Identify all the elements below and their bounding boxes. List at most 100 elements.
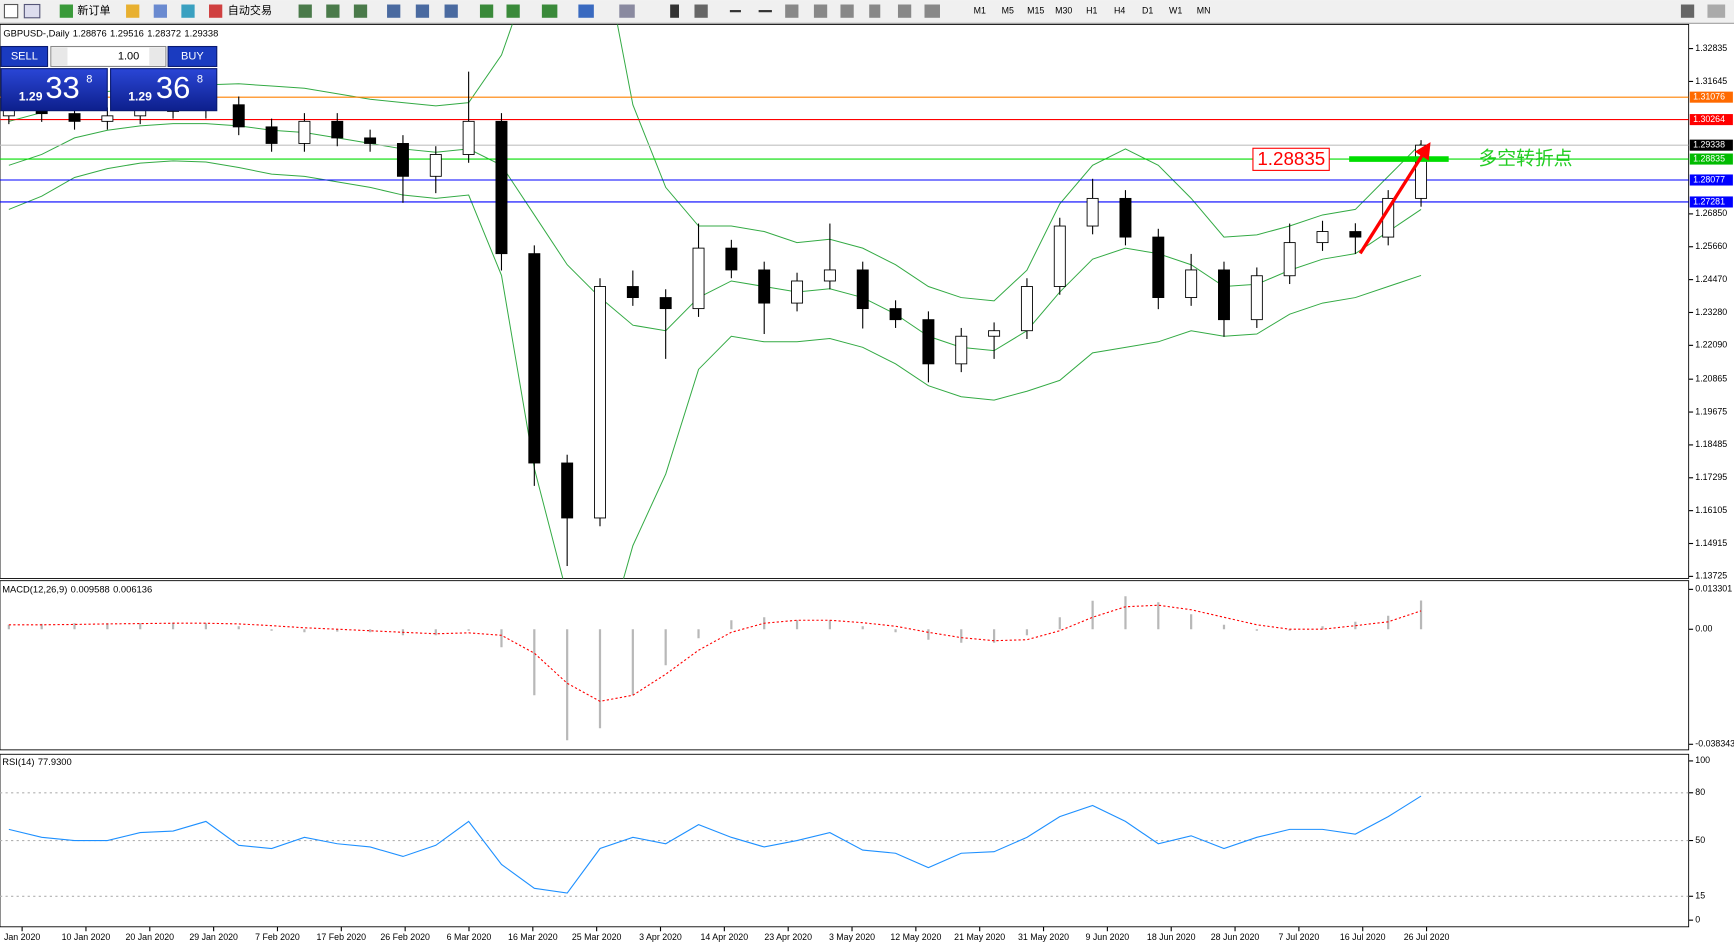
candle-body bbox=[561, 462, 574, 519]
timeframe-button[interactable]: MN bbox=[1197, 5, 1211, 15]
toolbar-button[interactable]: 自动交易 bbox=[228, 3, 272, 17]
y-tick-label: 1.32835 bbox=[1695, 43, 1727, 53]
price-level-label: 1.29338 bbox=[1693, 139, 1725, 149]
candle-body bbox=[396, 143, 409, 177]
level-box-label: 1.28835 bbox=[1257, 148, 1325, 169]
price-level-tag bbox=[1689, 153, 1733, 165]
timeframe-button[interactable]: H4 bbox=[1114, 5, 1125, 15]
sell-sup: 8 bbox=[86, 74, 92, 86]
open: 1.28876 bbox=[73, 28, 107, 39]
axes: 1.32835 1.31645 1.26850 1.25660 1.24470 1.232… bbox=[4, 43, 1734, 942]
lot-value[interactable]: 1.00 bbox=[118, 50, 140, 62]
candle-body bbox=[856, 269, 869, 310]
candle-body bbox=[298, 120, 311, 144]
price-level-tag bbox=[1689, 196, 1733, 208]
candle-body bbox=[232, 104, 245, 128]
candle-body bbox=[594, 286, 606, 519]
toolbar-icons bbox=[3, 3, 1726, 19]
candle-body bbox=[495, 120, 508, 255]
timeframe-button[interactable]: W1 bbox=[1169, 5, 1182, 15]
candle-body bbox=[1086, 197, 1099, 227]
timeframe-button[interactable]: D1 bbox=[1142, 5, 1153, 15]
x-tick-label: 7 Jul 2020 bbox=[1279, 932, 1320, 942]
macd-header: MACD(12,26,9) 0.009588 0.006136 bbox=[2, 584, 152, 595]
low: 1.28372 bbox=[147, 28, 181, 39]
buy-label[interactable]: BUY bbox=[181, 50, 204, 62]
price-level-label: 1.28835 bbox=[1693, 153, 1725, 163]
y-tick-label: 1.20865 bbox=[1695, 374, 1727, 384]
timeframe-button[interactable]: M30 bbox=[1055, 5, 1072, 15]
candle-body bbox=[68, 113, 81, 122]
y-tick-label: 80 bbox=[1695, 787, 1705, 797]
candle-body bbox=[1349, 231, 1362, 238]
signal-line bbox=[8, 604, 1422, 702]
rsi-plot bbox=[0, 792, 1689, 897]
main-header: GBPUSD-,Daily 1.28876 1.29516 1.28372 1.2933… bbox=[3, 28, 218, 39]
x-tick-label: 3 May 2020 bbox=[829, 932, 875, 942]
candle-body bbox=[265, 126, 278, 144]
candle-body bbox=[1283, 242, 1296, 277]
sell-big: 33 bbox=[45, 70, 79, 105]
x-tick-label: 16 Jul 2020 bbox=[1340, 932, 1386, 942]
y-tick-label: 1.17295 bbox=[1695, 472, 1727, 482]
timeframe-button[interactable]: M15 bbox=[1027, 5, 1044, 15]
candle-body bbox=[462, 120, 475, 155]
y-tick-label: 1.18485 bbox=[1695, 439, 1727, 449]
sell-button[interactable] bbox=[0, 45, 49, 67]
level-box bbox=[1252, 147, 1330, 171]
trend-arrow bbox=[1358, 142, 1431, 255]
rsi-line bbox=[8, 795, 1422, 894]
x-tick-label: 20 Jan 2020 bbox=[125, 932, 174, 942]
timeframe-button[interactable]: M5 bbox=[1002, 5, 1014, 15]
candle-body bbox=[101, 115, 114, 122]
macd-plot bbox=[7, 596, 1423, 741]
x-tick-label: 25 Mar 2020 bbox=[572, 932, 622, 942]
candle-body bbox=[791, 280, 804, 304]
buy-button[interactable] bbox=[167, 45, 218, 67]
rsi-header: RSI(14) 77.9300 bbox=[2, 757, 72, 768]
candle-body bbox=[1053, 225, 1066, 287]
candle-body bbox=[823, 269, 836, 282]
y-tick-label: -0.038343 bbox=[1695, 739, 1734, 749]
timeframe-button[interactable]: M1 bbox=[974, 5, 986, 15]
y-tick-label: 1.31645 bbox=[1695, 76, 1727, 86]
buy-sup: 8 bbox=[197, 74, 203, 86]
candle-body bbox=[692, 247, 705, 310]
candle-body bbox=[758, 269, 771, 304]
timeframe-button[interactable]: H1 bbox=[1086, 5, 1097, 15]
main-panel bbox=[0, 23, 1690, 579]
y-tick-label: 1.22090 bbox=[1695, 340, 1727, 350]
price-level-label: 1.27281 bbox=[1693, 196, 1725, 206]
x-tick-label: 10 Jan 2020 bbox=[62, 932, 111, 942]
buy-price-box[interactable] bbox=[110, 68, 218, 112]
symbol: GBPUSD-,Daily bbox=[3, 28, 69, 39]
macd-current: 0.009588 bbox=[71, 584, 110, 595]
lot-down[interactable] bbox=[51, 47, 68, 66]
sell-label[interactable]: SELL bbox=[11, 50, 38, 62]
x-tick-label: 26 Feb 2020 bbox=[380, 932, 430, 942]
price-level-tag bbox=[1689, 91, 1733, 103]
y-tick-label: 0 bbox=[1695, 914, 1700, 924]
y-tick-label: 1.26850 bbox=[1695, 208, 1727, 218]
bollinger-band bbox=[8, 24, 1422, 302]
y-tick-label: 1.13725 bbox=[1695, 571, 1727, 581]
price-level-label: 1.28077 bbox=[1693, 174, 1725, 184]
candle-body bbox=[1119, 197, 1132, 238]
y-tick-label: 15 bbox=[1695, 891, 1705, 901]
x-tick-label: 26 Jul 2020 bbox=[1404, 932, 1450, 942]
y-tick-label: 1.25660 bbox=[1695, 241, 1727, 251]
candle-body bbox=[725, 247, 738, 271]
candle-body bbox=[1152, 236, 1165, 299]
x-tick-label: 17 Feb 2020 bbox=[317, 932, 367, 942]
candle-body bbox=[429, 154, 442, 177]
x-tick-label: 16 Mar 2020 bbox=[508, 932, 558, 942]
x-tick-label: 18 Jun 2020 bbox=[1147, 932, 1196, 942]
toolbar-button[interactable]: 新订单 bbox=[77, 3, 110, 17]
candle-body bbox=[988, 330, 1001, 337]
sell-price-box[interactable] bbox=[0, 68, 108, 112]
candle-body bbox=[955, 335, 968, 365]
lot-up[interactable] bbox=[149, 47, 165, 66]
lot-input[interactable] bbox=[50, 45, 167, 67]
candle-body bbox=[1218, 269, 1230, 321]
